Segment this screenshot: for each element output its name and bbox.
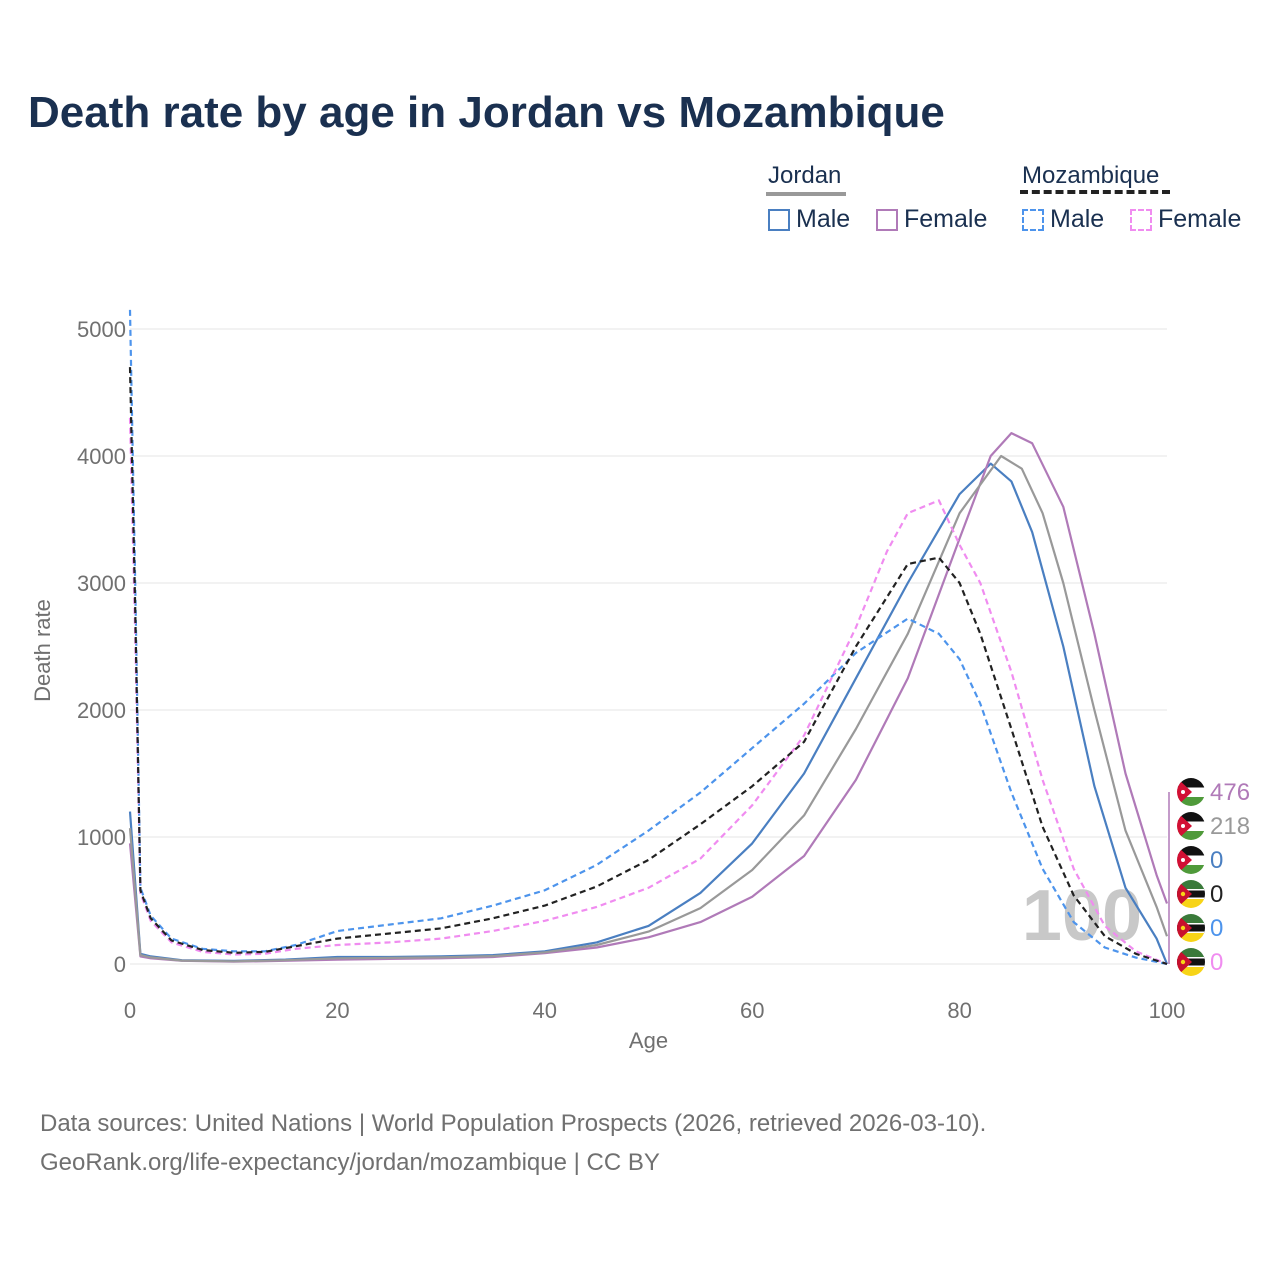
y-axis-title: Death rate <box>30 599 55 702</box>
end-label: 0 <box>1177 880 1223 908</box>
legend-jordan-line <box>766 192 846 196</box>
legend-group-mozambique: Mozambique <box>1022 162 1160 189</box>
mozambique-flag-icon <box>1177 914 1205 942</box>
x-tick-label: 80 <box>947 998 971 1023</box>
mozambique-flag-icon <box>1177 880 1205 908</box>
legend-label: Male <box>1050 205 1105 233</box>
end-label-value: 476 <box>1210 779 1250 806</box>
x-axis-title: Age <box>629 1028 668 1053</box>
series-line-jordan-total <box>128 454 1169 963</box>
page-title: Death rate by age in Jordan vs Mozambiqu… <box>28 88 945 137</box>
legend-swatch-jordan-female <box>876 208 898 231</box>
axes: 0 1000 2000 3000 4000 5000 0 20 40 60 80 100 Age Deat… <box>30 317 1185 1053</box>
grid <box>130 328 1167 965</box>
y-tick-label: 0 <box>114 952 126 977</box>
x-tick-label: 40 <box>533 998 557 1023</box>
x-tick-label: 20 <box>325 998 349 1023</box>
end-label-value: 218 <box>1210 813 1250 840</box>
end-label: 0 <box>1177 914 1223 942</box>
legend-swatch-mozambique-male <box>1022 208 1044 231</box>
legend-label: Male <box>796 205 851 233</box>
x-tick-label: 0 <box>124 998 136 1023</box>
legend-group-jordan: Jordan <box>768 162 842 189</box>
series-line-mozambique-female <box>128 417 1168 966</box>
jordan-flag-icon <box>1177 812 1205 840</box>
series-line-mozambique-total <box>128 367 1168 966</box>
x-tick-label: 100 <box>1149 998 1186 1023</box>
legend-mozambique-female[interactable]: Female <box>1130 205 1241 234</box>
legend-swatch-jordan-male <box>768 208 790 231</box>
mozambique-flag-icon <box>1177 948 1205 976</box>
legend-mozambique-male[interactable]: Male <box>1022 205 1104 234</box>
jordan-flag-icon <box>1177 846 1205 874</box>
end-label-value: 0 <box>1210 915 1223 942</box>
end-label: 0 <box>1177 948 1223 976</box>
y-tick-label: 2000 <box>77 698 126 723</box>
series-lines <box>128 309 1169 966</box>
end-label-value: 0 <box>1210 881 1223 908</box>
end-label: 476 <box>1177 778 1250 806</box>
y-tick-label: 3000 <box>77 571 126 596</box>
legend-swatch-mozambique-female <box>1130 208 1152 231</box>
legend-label: Female <box>1158 205 1242 233</box>
legend-jordan-male[interactable]: Male <box>768 205 850 234</box>
y-tick-label: 4000 <box>77 444 126 469</box>
jordan-flag-icon <box>1177 778 1205 806</box>
end-label-value: 0 <box>1210 847 1223 874</box>
legend-mozambique-line <box>1020 190 1170 194</box>
end-label: 218 <box>1177 812 1250 840</box>
end-labels: 476 218 0 0 0 0 <box>1168 778 1250 976</box>
year-watermark: 100 <box>1022 876 1142 956</box>
legend-label: Female <box>904 205 988 233</box>
footer-link[interactable]: GeoRank.org/life-expectancy/jordan/mozam… <box>40 1149 660 1176</box>
series-line-mozambique-male <box>128 309 1168 966</box>
end-label-value: 0 <box>1210 949 1223 976</box>
x-tick-label: 60 <box>740 998 764 1023</box>
series-line-jordan-female <box>128 432 1169 963</box>
y-tick-label: 5000 <box>77 317 126 342</box>
end-label: 0 <box>1177 846 1223 874</box>
legend-jordan-female[interactable]: Female <box>876 205 987 234</box>
y-tick-label: 1000 <box>77 825 126 850</box>
footer-sources: Data sources: United Nations | World Pop… <box>40 1110 987 1137</box>
